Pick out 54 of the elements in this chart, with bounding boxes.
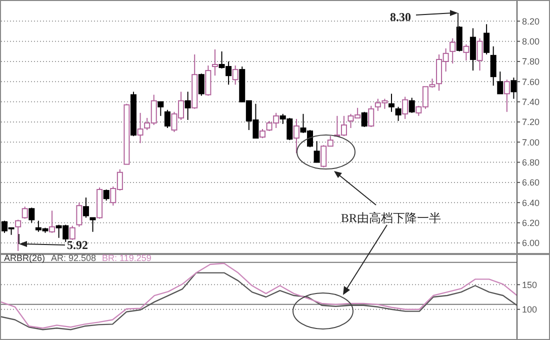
y-tick-label: 6.20 (522, 218, 540, 228)
annotation: 5.92 (67, 238, 88, 252)
candlestick (368, 105, 374, 128)
y-tick-label: 7.80 (522, 56, 540, 67)
candlestick (28, 207, 35, 224)
candlestick (260, 128, 266, 139)
y-tick-label: 7.20 (522, 117, 540, 128)
candlestick (497, 71, 504, 94)
y-tick-label: 7.40 (522, 96, 540, 107)
candlestick (408, 97, 415, 114)
candlestick (158, 101, 164, 116)
candlestick (470, 28, 476, 72)
candlestick (103, 188, 110, 202)
candlestick (476, 38, 483, 72)
candlestick (82, 197, 89, 218)
candlestick (402, 96, 408, 120)
y-tick-label: 6.80 (522, 157, 540, 168)
line-series (1, 262, 518, 329)
y-tick-label: 6.60 (522, 178, 540, 188)
y-tick-label: 8.00 (522, 36, 540, 47)
candlestick (395, 106, 402, 122)
text: AR: 92.508 (51, 253, 96, 263)
candlestick (22, 206, 28, 220)
candlestick (69, 225, 76, 240)
y-tick-label: 6.40 (522, 198, 540, 208)
y-tick-label: 6.00 (522, 238, 540, 248)
annotation: 8.30 (390, 10, 411, 24)
candlestick (164, 109, 170, 129)
candlestick (184, 91, 191, 120)
candlestick (490, 46, 496, 86)
candlestick (76, 202, 82, 228)
candlestick (314, 140, 320, 163)
text: BR: 119.259 (102, 253, 152, 263)
y-tick-label: 8.20 (522, 16, 540, 26)
candlestick (49, 210, 56, 234)
candlestick (212, 48, 218, 76)
candlestick (90, 217, 96, 232)
candlestick (198, 73, 204, 96)
y-tick-label: 100 (522, 304, 538, 315)
candlestick (361, 111, 368, 128)
y-tick-label: 7.00 (522, 137, 540, 148)
annotation: BR由高档下降一半 (341, 211, 442, 225)
candlestick (450, 38, 456, 64)
candlestick (388, 93, 394, 112)
candlestick (484, 24, 490, 55)
y-tick-label: 150 (522, 280, 538, 290)
candlestick (504, 79, 510, 112)
candlestick (463, 44, 470, 61)
candlestick (137, 112, 144, 144)
candlestick (15, 219, 22, 252)
candlestick (293, 118, 300, 154)
y-tick-label: 7.60 (522, 76, 540, 87)
candlestick (232, 65, 238, 86)
chart-title: ARBR(26) (4, 253, 46, 263)
